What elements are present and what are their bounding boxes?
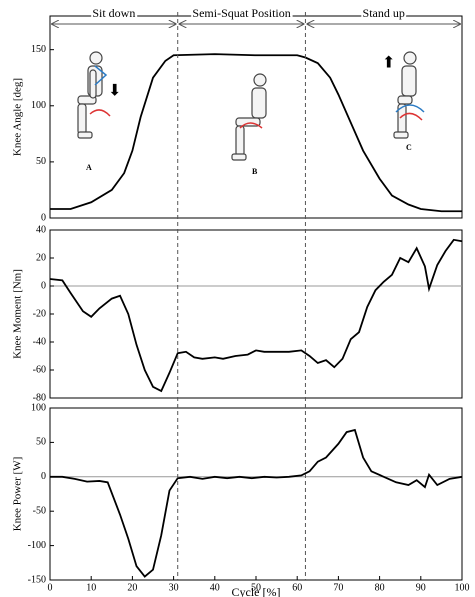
y-tick-label: -40: [33, 336, 46, 347]
annotation: B: [252, 167, 258, 176]
y-tick-label: 0: [41, 212, 46, 223]
x-tick-label: 90: [416, 582, 426, 593]
y-tick-label: 100: [31, 100, 46, 111]
y-axis-label: Knee Moment [Nm]: [12, 269, 24, 359]
arrow-icon: ⬆: [382, 55, 395, 72]
figure-a: ⬇: [77, 51, 121, 139]
y-tick-label: 40: [36, 224, 46, 235]
y-tick-label: 0: [41, 471, 46, 482]
y-tick-label: -20: [33, 308, 46, 319]
figure-c: ⬆: [382, 51, 425, 139]
x-tick-label: 50: [251, 582, 261, 593]
x-tick-label: 100: [455, 582, 470, 593]
y-axis-label: Knee Angle [deg]: [12, 78, 24, 156]
y-tick-label: 0: [41, 280, 46, 291]
y-tick-label: 100: [31, 402, 46, 413]
phase-label: Semi-Squat Position: [192, 6, 290, 20]
x-tick-label: 0: [48, 582, 53, 593]
x-tick-label: 20: [127, 582, 137, 593]
y-tick-label: -50: [33, 505, 46, 516]
arrow-icon: ⬇: [108, 83, 121, 100]
phase-label: Sit down: [92, 6, 135, 20]
plot-frame: [49, 15, 463, 219]
figure-b: [231, 73, 267, 161]
x-axis-label: Cycle [%]: [232, 585, 281, 597]
data-line: [50, 428, 463, 578]
y-tick-label: -150: [28, 574, 46, 585]
y-tick-label: 150: [31, 44, 46, 55]
x-tick-label: 60: [292, 582, 302, 593]
y-tick-label: -60: [33, 364, 46, 375]
x-tick-label: 70: [333, 582, 343, 593]
y-tick-label: 20: [36, 252, 46, 263]
y-tick-label: -80: [33, 392, 46, 403]
phase-label: Stand up: [363, 6, 405, 20]
plot-frame: [49, 229, 463, 399]
y-tick-label: 50: [36, 156, 46, 167]
y-tick-label: -100: [28, 540, 46, 551]
annotation: C: [406, 143, 412, 152]
x-tick-label: 40: [210, 582, 220, 593]
data-line: [49, 238, 463, 393]
x-tick-label: 80: [375, 582, 385, 593]
data-line: [50, 53, 462, 213]
y-axis-label: Knee Power [W]: [12, 457, 24, 532]
y-tick-label: 50: [36, 437, 46, 448]
x-tick-label: 30: [169, 582, 179, 593]
annotation: A: [86, 163, 92, 172]
x-tick-label: 10: [86, 582, 96, 593]
